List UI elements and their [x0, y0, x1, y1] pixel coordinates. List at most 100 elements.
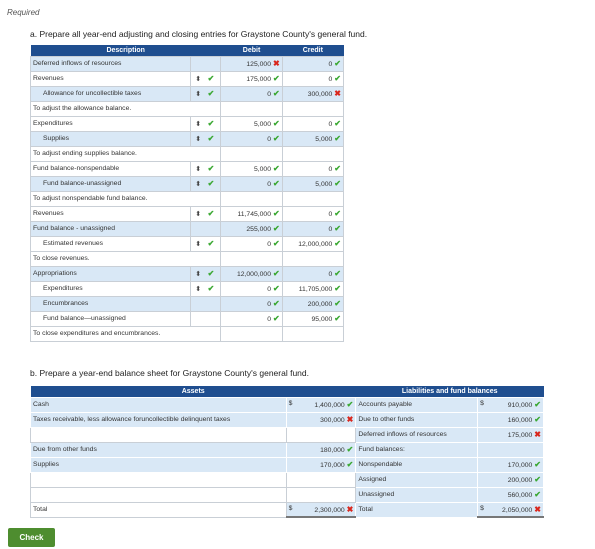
check-icon: ✔ [334, 299, 341, 308]
account-select[interactable]: Supplies [30, 130, 191, 147]
credit-input[interactable]: 11,705,000 ✔ [281, 280, 345, 297]
liability-label-input[interactable]: Total [355, 501, 479, 518]
dropdown-arrows-icon[interactable] [190, 310, 206, 327]
account-select[interactable]: Deferred inflows of resources [30, 55, 191, 72]
cross-icon: ✖ [534, 430, 541, 439]
liability-label-input[interactable]: Accounts payable [355, 396, 479, 413]
account-select[interactable]: Revenues [30, 70, 191, 87]
dropdown-arrows-icon[interactable]: ⬍ [190, 85, 206, 102]
credit-input[interactable]: 200,000 ✔ [281, 295, 345, 312]
check-button[interactable]: Check [8, 528, 55, 547]
dropdown-arrows-icon[interactable]: ⬍ [190, 280, 206, 297]
liability-amount-input[interactable]: 170,000 ✔ [477, 456, 544, 473]
dropdown-arrows-icon[interactable]: ⬍ [190, 265, 206, 282]
account-status: ✔ [205, 175, 222, 192]
debit-input[interactable]: 0 ✔ [220, 130, 283, 147]
asset-amount-input[interactable]: $1,400,000 ✔ [285, 396, 357, 413]
liability-label-input[interactable]: Unassigned [355, 486, 479, 503]
dropdown-arrows-icon[interactable]: ⬍ [190, 130, 206, 147]
account-select[interactable]: Fund balance - unassigned [30, 220, 191, 237]
credit-input[interactable]: 12,000,000 ✔ [281, 235, 345, 252]
asset-label-input[interactable] [30, 471, 287, 488]
dropdown-arrows-icon[interactable]: ⬍ [190, 175, 206, 192]
credit-input[interactable]: 0 ✔ [281, 70, 345, 87]
liability-label-input[interactable]: Assigned [355, 471, 479, 488]
asset-amount-input[interactable] [285, 471, 357, 488]
liability-amount-input[interactable]: 200,000 ✔ [477, 471, 544, 488]
asset-label-input[interactable]: Supplies [30, 456, 287, 473]
asset-amount-input[interactable] [285, 426, 357, 443]
liability-label-input[interactable]: Nonspendable [355, 456, 479, 473]
debit-input[interactable]: 0 ✔ [220, 175, 283, 192]
liability-amount-input[interactable]: $910,000 ✔ [477, 396, 544, 413]
credit-input[interactable]: 0 ✔ [281, 265, 345, 282]
check-icon: ✔ [334, 74, 341, 83]
account-select[interactable]: Revenues [30, 205, 191, 222]
credit-input[interactable]: 0 ✔ [281, 115, 345, 132]
asset-label-input[interactable]: Taxes receivable, less allowance forunco… [30, 411, 287, 428]
asset-amount-input[interactable]: 300,000 ✖ [285, 411, 357, 428]
asset-label-input[interactable] [30, 426, 287, 443]
credit-input[interactable]: 0 ✔ [281, 55, 345, 72]
asset-amount-input[interactable]: $2,300,000 ✖ [285, 501, 357, 518]
dropdown-arrows-icon[interactable] [190, 220, 206, 237]
debit-input[interactable]: 5,000 ✔ [220, 115, 283, 132]
liability-amount-input[interactable]: 160,000 ✔ [477, 411, 544, 428]
asset-amount: 180,000 [320, 447, 345, 454]
liability-amount-input[interactable] [477, 441, 544, 458]
debit-input[interactable]: 5,000 ✔ [220, 160, 283, 177]
credit-input[interactable]: 0 ✔ [281, 160, 345, 177]
credit-input[interactable]: 95,000 ✔ [281, 310, 345, 327]
debit-input[interactable]: 0 ✔ [220, 280, 283, 297]
liability-amount-input[interactable]: 175,000 ✖ [477, 426, 544, 443]
entry-note-row: To adjust nonspendable fund balance. [29, 190, 345, 207]
debit-input[interactable]: 0 ✔ [220, 310, 283, 327]
asset-amount-input[interactable]: 180,000 ✔ [285, 441, 357, 458]
asset-amount-input[interactable]: 170,000 ✔ [285, 456, 357, 473]
debit-input[interactable]: 255,000 ✔ [220, 220, 283, 237]
credit-value: 5,000 [315, 136, 333, 143]
account-select[interactable]: Fund balance—unassigned [30, 310, 191, 327]
liability-label-input[interactable]: Deferred inflows of resources [355, 426, 479, 443]
account-select[interactable]: Encumbrances [30, 295, 191, 312]
dropdown-arrows-icon[interactable]: ⬍ [190, 160, 206, 177]
dropdown-arrows-icon[interactable] [190, 295, 206, 312]
dropdown-arrows-icon[interactable]: ⬍ [190, 205, 206, 222]
account-select[interactable]: Estimated revenues [30, 235, 191, 252]
asset-label-input[interactable]: Due from other funds [30, 441, 287, 458]
debit-input[interactable]: 0 ✔ [220, 235, 283, 252]
account-select[interactable]: Fund balance-unassigned [30, 175, 191, 192]
debit-input[interactable]: 0 ✔ [220, 85, 283, 102]
credit-input[interactable]: 0 ✔ [281, 220, 345, 237]
credit-input[interactable]: 300,000 ✖ [281, 85, 345, 102]
debit-input[interactable]: 0 ✔ [220, 295, 283, 312]
dropdown-arrows-icon[interactable]: ⬍ [190, 115, 206, 132]
entry-note-row: To adjust the allowance balance. [29, 100, 345, 117]
credit-input[interactable]: 5,000 ✔ [281, 130, 345, 147]
asset-label-input[interactable] [30, 486, 287, 503]
check-icon: ✔ [334, 179, 341, 188]
account-select[interactable]: Allowance for uncollectible taxes [30, 85, 191, 102]
asset-amount-input[interactable] [285, 486, 357, 503]
credit-input[interactable]: 0 ✔ [281, 205, 345, 222]
debit-cell-empty [220, 190, 283, 207]
asset-label-input[interactable]: Cash [30, 396, 287, 413]
dropdown-arrows-icon[interactable]: ⬍ [190, 235, 206, 252]
account-select[interactable]: Appropriations [30, 265, 191, 282]
account-select[interactable]: Expenditures [30, 280, 191, 297]
dropdown-arrows-icon[interactable]: ⬍ [190, 70, 206, 87]
liability-amount-input[interactable]: $2,050,000 ✖ [477, 501, 544, 518]
credit-input[interactable]: 5,000 ✔ [281, 175, 345, 192]
liability-label-input[interactable]: Fund balances: [355, 441, 479, 458]
debit-input[interactable]: 11,745,000 ✔ [220, 205, 283, 222]
debit-input[interactable]: 175,000 ✔ [220, 70, 283, 87]
account-select[interactable]: Expenditures [30, 115, 191, 132]
account-select[interactable]: Fund balance-nonspendable [30, 160, 191, 177]
liability-label-input[interactable]: Due to other funds [355, 411, 479, 428]
liability-amount-input[interactable]: 560,000 ✔ [477, 486, 544, 503]
debit-input[interactable]: 12,000,000 ✔ [220, 265, 283, 282]
dropdown-arrows-icon[interactable] [190, 55, 206, 72]
asset-label-input[interactable]: Total [30, 501, 287, 518]
check-icon: ✔ [334, 284, 341, 293]
debit-input[interactable]: 125,000 ✖ [220, 55, 283, 72]
